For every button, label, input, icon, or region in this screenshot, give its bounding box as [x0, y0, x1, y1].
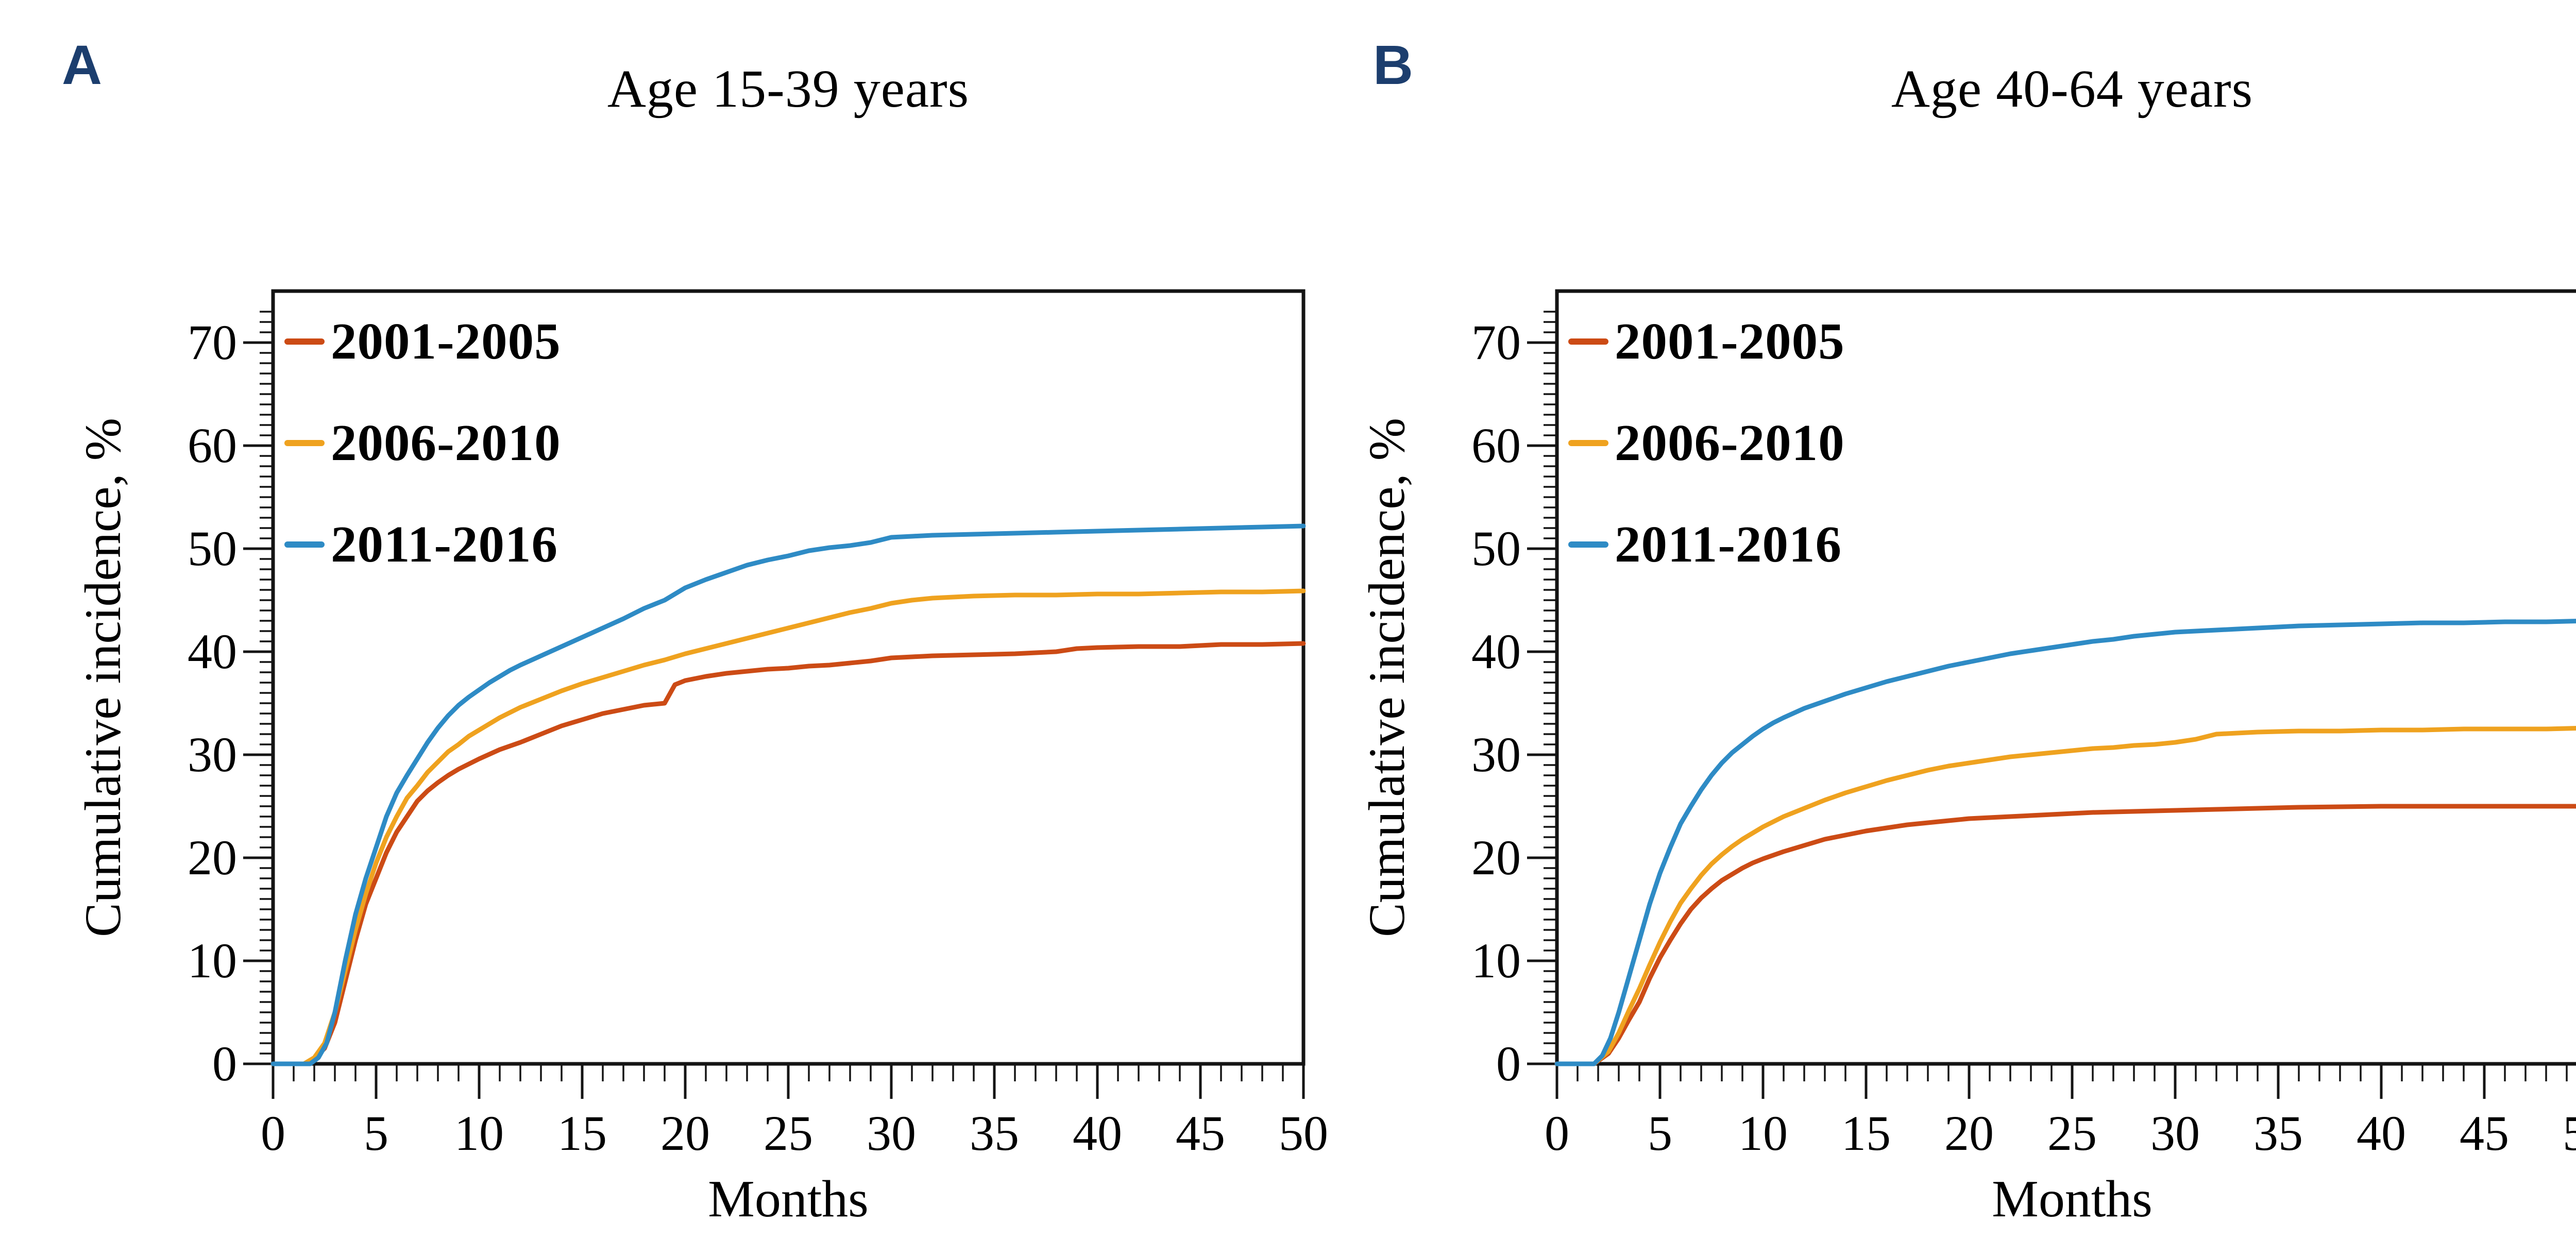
- x-tick-label: 50: [1279, 1106, 1328, 1161]
- legend-label: 2001-2005: [331, 312, 561, 370]
- y-tick-label: 40: [1471, 624, 1521, 679]
- series-line-2006-2010: [1554, 726, 2576, 1066]
- series-line-2011-2016: [1554, 619, 2576, 1066]
- y-tick-label: 0: [1496, 1036, 1521, 1091]
- x-tick-label: 45: [1176, 1106, 1225, 1161]
- legend-label: 2001-2005: [1615, 312, 1845, 370]
- y-tick-label: 30: [188, 727, 237, 782]
- y-tick-label: 0: [212, 1036, 237, 1091]
- x-tick-label: 20: [660, 1106, 710, 1161]
- y-tick-label: 20: [1471, 830, 1521, 885]
- y-tick-label: 60: [1471, 418, 1521, 473]
- panel-letter-B: B: [1373, 33, 1413, 96]
- x-tick-label: 5: [364, 1106, 388, 1161]
- x-tick-label: 0: [1545, 1106, 1569, 1161]
- legend-swatch-2001-2005: [1568, 338, 1608, 345]
- series-line-2011-2016: [270, 523, 1306, 1066]
- x-axis-title: Months: [708, 1170, 869, 1228]
- x-tick-label: 30: [867, 1106, 916, 1161]
- x-tick-label: 40: [2357, 1106, 2406, 1161]
- y-tick-label: 10: [1471, 933, 1521, 988]
- series-line-2001-2005: [1554, 804, 2576, 1066]
- y-tick-label: 30: [1471, 727, 1521, 782]
- x-tick-label: 25: [764, 1106, 813, 1161]
- legend-swatch-2006-2010: [284, 440, 325, 446]
- x-tick-label: 10: [454, 1106, 504, 1161]
- legend-label: 2006-2010: [1615, 414, 1845, 471]
- legend-swatch-2011-2016: [1568, 541, 1608, 548]
- x-tick-label: 15: [1841, 1106, 1891, 1161]
- plot-box: [271, 289, 1306, 1066]
- legend-swatch-2006-2010: [1568, 440, 1608, 446]
- legend-label: 2011-2016: [331, 515, 558, 573]
- y-tick-label: 20: [188, 830, 237, 885]
- y-tick-label: 50: [188, 521, 237, 576]
- x-tick-label: 30: [2150, 1106, 2200, 1161]
- panel-title: Age 15-39 years: [607, 59, 970, 118]
- y-tick-label: 70: [1471, 315, 1521, 370]
- x-tick-label: 45: [2460, 1106, 2509, 1161]
- y-tick-label: 10: [188, 933, 237, 988]
- x-tick-label: 15: [557, 1106, 607, 1161]
- series-line-2006-2010: [270, 588, 1306, 1066]
- x-tick-label: 40: [1073, 1106, 1122, 1161]
- series-line-2001-2005: [270, 641, 1306, 1066]
- x-tick-label: 35: [970, 1106, 1019, 1161]
- y-tick-label: 60: [188, 418, 237, 473]
- x-tick-label: 50: [2563, 1106, 2576, 1161]
- legend-label: 2006-2010: [331, 414, 561, 471]
- y-tick-label: 70: [188, 315, 237, 370]
- legend-swatch-2011-2016: [284, 541, 325, 548]
- x-tick-label: 25: [2047, 1106, 2097, 1161]
- x-axis-title: Months: [1992, 1170, 2153, 1228]
- y-tick-label: 50: [1471, 521, 1521, 576]
- panel-letter-A: A: [62, 33, 102, 96]
- x-tick-label: 5: [1648, 1106, 1672, 1161]
- y-tick-label: 40: [188, 624, 237, 679]
- plot-box: [1555, 289, 2576, 1066]
- x-tick-label: 35: [2253, 1106, 2303, 1161]
- x-tick-label: 0: [261, 1106, 285, 1161]
- x-tick-label: 10: [1738, 1106, 1788, 1161]
- legend-label: 2011-2016: [1615, 515, 1842, 573]
- x-tick-label: 20: [1944, 1106, 1994, 1161]
- legend-swatch-2001-2005: [284, 338, 325, 345]
- panel-title: Age 40-64 years: [1891, 59, 2253, 118]
